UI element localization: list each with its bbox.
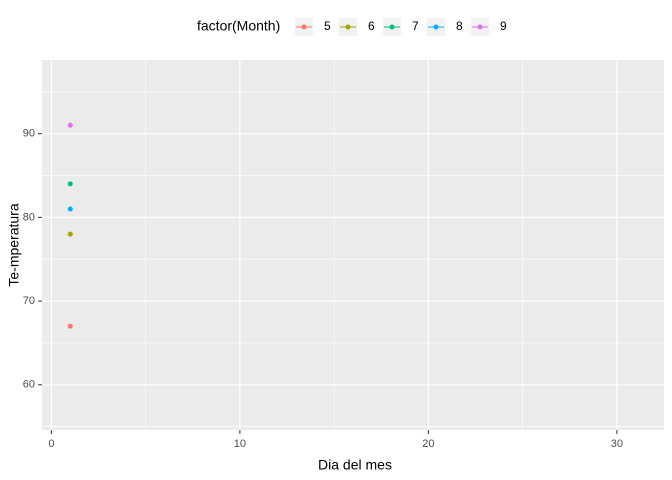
- legend-key-point: [301, 24, 307, 30]
- legend-key-point: [477, 24, 483, 30]
- legend-label: 5: [324, 19, 331, 33]
- y-axis-label: Te-mperatura: [6, 203, 22, 286]
- x-axis-label: Dia del mes: [318, 457, 392, 473]
- panel: [42, 60, 664, 430]
- legend-label: 8: [456, 19, 463, 33]
- point: [67, 323, 73, 329]
- x-tick-label: 30: [611, 438, 623, 450]
- y-tick-label: 60: [23, 379, 35, 391]
- legend-label: 7: [412, 19, 419, 33]
- y-tick-label: 70: [23, 295, 35, 307]
- x-tick-label: 20: [422, 438, 434, 450]
- x-tick-label: 10: [234, 438, 246, 450]
- x-tick-label: 0: [48, 438, 54, 450]
- legend-key-point: [433, 24, 439, 30]
- point: [67, 122, 73, 128]
- legend-key-point: [345, 24, 351, 30]
- point: [67, 181, 73, 187]
- point: [67, 206, 73, 212]
- point: [67, 231, 73, 237]
- legend-title: factor(Month): [197, 18, 280, 34]
- legend-key-point: [389, 24, 395, 30]
- y-tick-label: 90: [23, 128, 35, 140]
- legend-label: 6: [368, 19, 375, 33]
- legend-label: 9: [500, 19, 507, 33]
- y-tick-label: 80: [23, 211, 35, 223]
